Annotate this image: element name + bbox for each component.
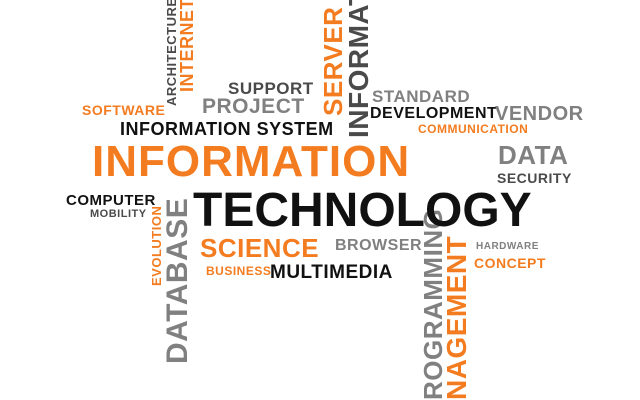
word-software: SOFTWARE: [82, 102, 166, 118]
word-project: PROJECT: [202, 95, 305, 118]
word-support: SUPPORT: [228, 79, 314, 98]
word-vendor: VENDOR: [495, 103, 584, 125]
word-communication: COMMUNICATION: [418, 122, 529, 136]
word-management: NAGEMENT: [441, 235, 472, 400]
word-security: SECURITY: [497, 170, 572, 186]
word-hardware: HARDWARE: [476, 241, 539, 252]
word-internet: INTERNET: [177, 0, 197, 92]
word-mobility: MOBILITY: [90, 208, 147, 220]
word-information-system: INFORMATION SYSTEM: [120, 119, 334, 139]
word-data: DATA: [498, 140, 569, 170]
word-evolution: EVOLUTION: [149, 205, 164, 286]
word-concept: CONCEPT: [474, 255, 546, 271]
word-browser: BROWSER: [335, 237, 423, 254]
word-information: INFORMATION: [92, 137, 411, 186]
word-business: BUSINESS: [206, 264, 272, 278]
word-computer: COMPUTER: [66, 192, 156, 209]
word-multimedia: MULTIMEDIA: [270, 262, 393, 283]
word-technology: TECHNOLOGY: [193, 184, 532, 237]
word-science: SCIENCE: [200, 233, 320, 263]
word-database: DATABASE: [161, 197, 194, 364]
word-development: DEVELOPMENT: [370, 105, 498, 122]
word-information-vertical: INFORMATION: [343, 0, 374, 138]
word-standard: STANDARD: [372, 87, 471, 106]
